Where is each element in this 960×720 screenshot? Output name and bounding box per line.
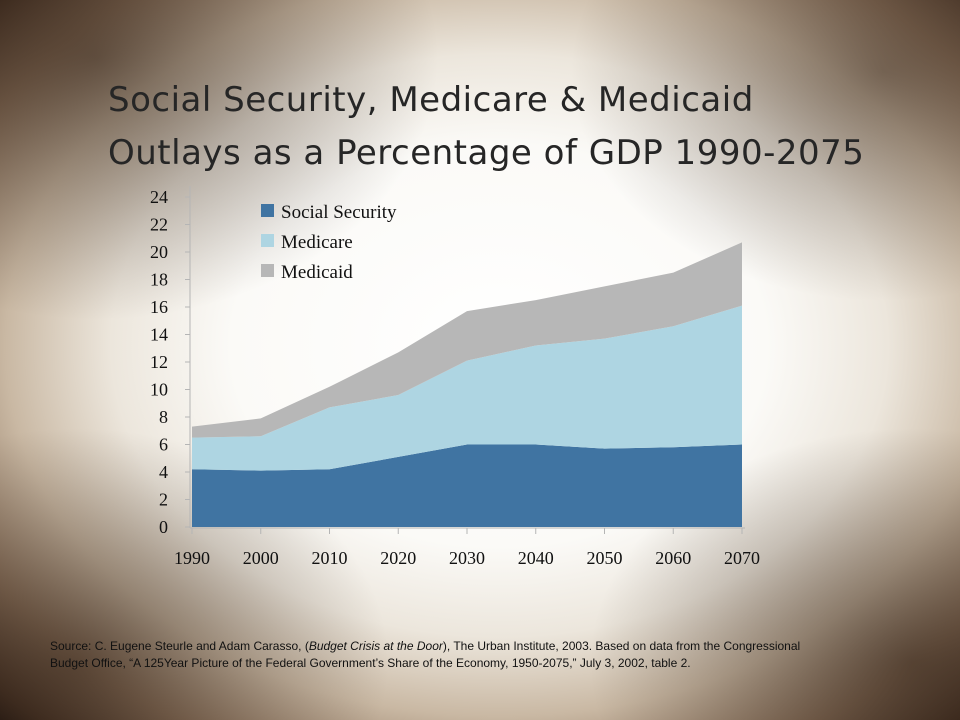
y-tick-label: 12 xyxy=(150,352,168,372)
y-tick-label: 10 xyxy=(150,380,168,400)
y-tick-label: 6 xyxy=(159,435,168,455)
x-tick-label: 1990 xyxy=(174,548,210,568)
legend-label-medicaid: Medicaid xyxy=(281,262,353,283)
y-tick-label: 0 xyxy=(159,517,168,537)
y-tick-label: 22 xyxy=(150,215,168,235)
x-tick-label: 2060 xyxy=(655,548,691,568)
y-tick-label: 8 xyxy=(159,407,168,427)
source-prefix: Source: C. Eugene Steurle and Adam Caras… xyxy=(50,639,309,653)
x-tick-label: 2020 xyxy=(380,548,416,568)
title-line-1: Social Security, Medicare & Medicaid xyxy=(108,80,754,120)
legend-swatch-social-security xyxy=(261,204,274,217)
slide-title: Social Security, Medicare & Medicaid Out… xyxy=(108,74,928,180)
area-medicare xyxy=(192,305,742,471)
source-suffix: ), The Urban Institute, 2003. Based on d… xyxy=(50,639,801,670)
area-medicaid xyxy=(192,242,742,438)
y-tick-label: 4 xyxy=(159,462,168,482)
area-series-group xyxy=(192,242,742,527)
source-book-title: Budget Crisis at the Door xyxy=(308,639,443,653)
y-tick-label: 14 xyxy=(150,325,168,345)
y-tick-label: 18 xyxy=(150,270,168,290)
y-tick-label: 24 xyxy=(150,187,168,207)
legend: Social Security Medicare Medicaid xyxy=(261,202,397,283)
legend-label-social-security: Social Security xyxy=(281,202,397,223)
x-tick-label: 2050 xyxy=(587,548,623,568)
x-tick-label: 2040 xyxy=(518,548,554,568)
legend-swatch-medicare xyxy=(261,234,274,247)
area-social-security xyxy=(192,444,742,527)
y-tick-label: 16 xyxy=(150,297,168,317)
x-tick-label: 2030 xyxy=(449,548,485,568)
y-tick-label: 20 xyxy=(150,242,168,262)
source-note: Source: C. Eugene Steurle and Adam Caras… xyxy=(50,638,830,672)
x-tick-label: 2000 xyxy=(243,548,279,568)
x-tick-label: 2070 xyxy=(724,548,760,568)
x-tick-label: 2010 xyxy=(312,548,348,568)
y-tick-label: 2 xyxy=(159,490,168,510)
title-line-2: Outlays as a Percentage of GDP 1990-2075 xyxy=(108,133,865,173)
legend-label-medicare: Medicare xyxy=(281,232,353,253)
legend-swatch-medicaid xyxy=(261,264,274,277)
